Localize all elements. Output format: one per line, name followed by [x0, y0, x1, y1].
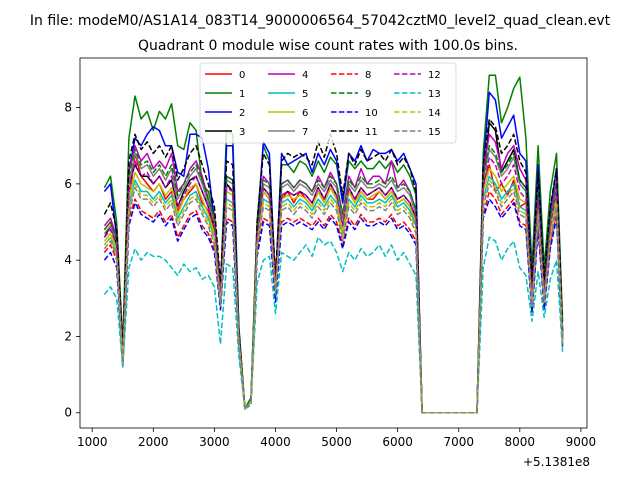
series-line-1	[103, 74, 564, 414]
x-tick-label: 7000	[443, 435, 474, 449]
y-tick-label: 4	[64, 253, 72, 267]
x-tick-label: 8000	[505, 435, 536, 449]
legend-label-1: 1	[239, 89, 245, 100]
legend-label-5: 5	[302, 89, 308, 100]
axes-frame	[79, 57, 588, 429]
series-line-9	[103, 144, 564, 414]
chart-title: Quadrant 0 module wise count rates with …	[138, 38, 518, 54]
x-tick-label: 3000	[199, 435, 230, 449]
figure-suptitle: In file: modeM0/AS1A14_083T14_9000006564…	[30, 13, 611, 29]
series-line-5	[103, 175, 564, 414]
legend-box	[199, 62, 457, 144]
series-line-11	[103, 118, 564, 414]
legend-label-12: 12	[428, 70, 441, 81]
series-line-12	[103, 156, 564, 414]
legend-label-15: 15	[428, 127, 441, 138]
legend-label-3: 3	[239, 127, 245, 138]
y-tick-label: 0	[64, 406, 72, 420]
x-offset-label: +5.1381e8	[523, 455, 590, 469]
x-tick-label: 5000	[321, 435, 352, 449]
series-line-7	[103, 148, 564, 414]
series-line-15	[103, 183, 564, 414]
y-tick-label: 2	[64, 329, 72, 343]
legend-label-8: 8	[365, 70, 371, 81]
legend-label-4: 4	[302, 70, 308, 81]
x-tick-label: 4000	[260, 435, 291, 449]
y-tick-label: 8	[64, 101, 72, 115]
series-line-8	[103, 190, 564, 414]
x-tick-label: 2000	[138, 435, 169, 449]
x-tick-label: 9000	[566, 435, 597, 449]
legend-label-0: 0	[239, 70, 245, 81]
series-line-14	[103, 179, 564, 414]
legend-label-10: 10	[365, 108, 378, 119]
x-tick-label: 1000	[77, 435, 108, 449]
legend-label-6: 6	[302, 108, 308, 119]
legend-label-14: 14	[428, 108, 441, 119]
axes-layer: 1000 2000 3000 4000 5000 6000 7000 8000 9000 0 2 4 6…	[64, 57, 597, 449]
series-line-6	[103, 167, 564, 414]
legend-label-11: 11	[365, 127, 378, 138]
legend-label-9: 9	[365, 89, 371, 100]
series-layer	[103, 74, 564, 414]
legend-label-13: 13	[428, 89, 441, 100]
series-line-13	[103, 236, 564, 414]
x-tick-label: 6000	[382, 435, 413, 449]
series-line-10	[103, 198, 564, 414]
y-tick-label: 6	[64, 177, 72, 191]
legend-label-7: 7	[302, 127, 308, 138]
legend-label-2: 2	[239, 108, 245, 119]
